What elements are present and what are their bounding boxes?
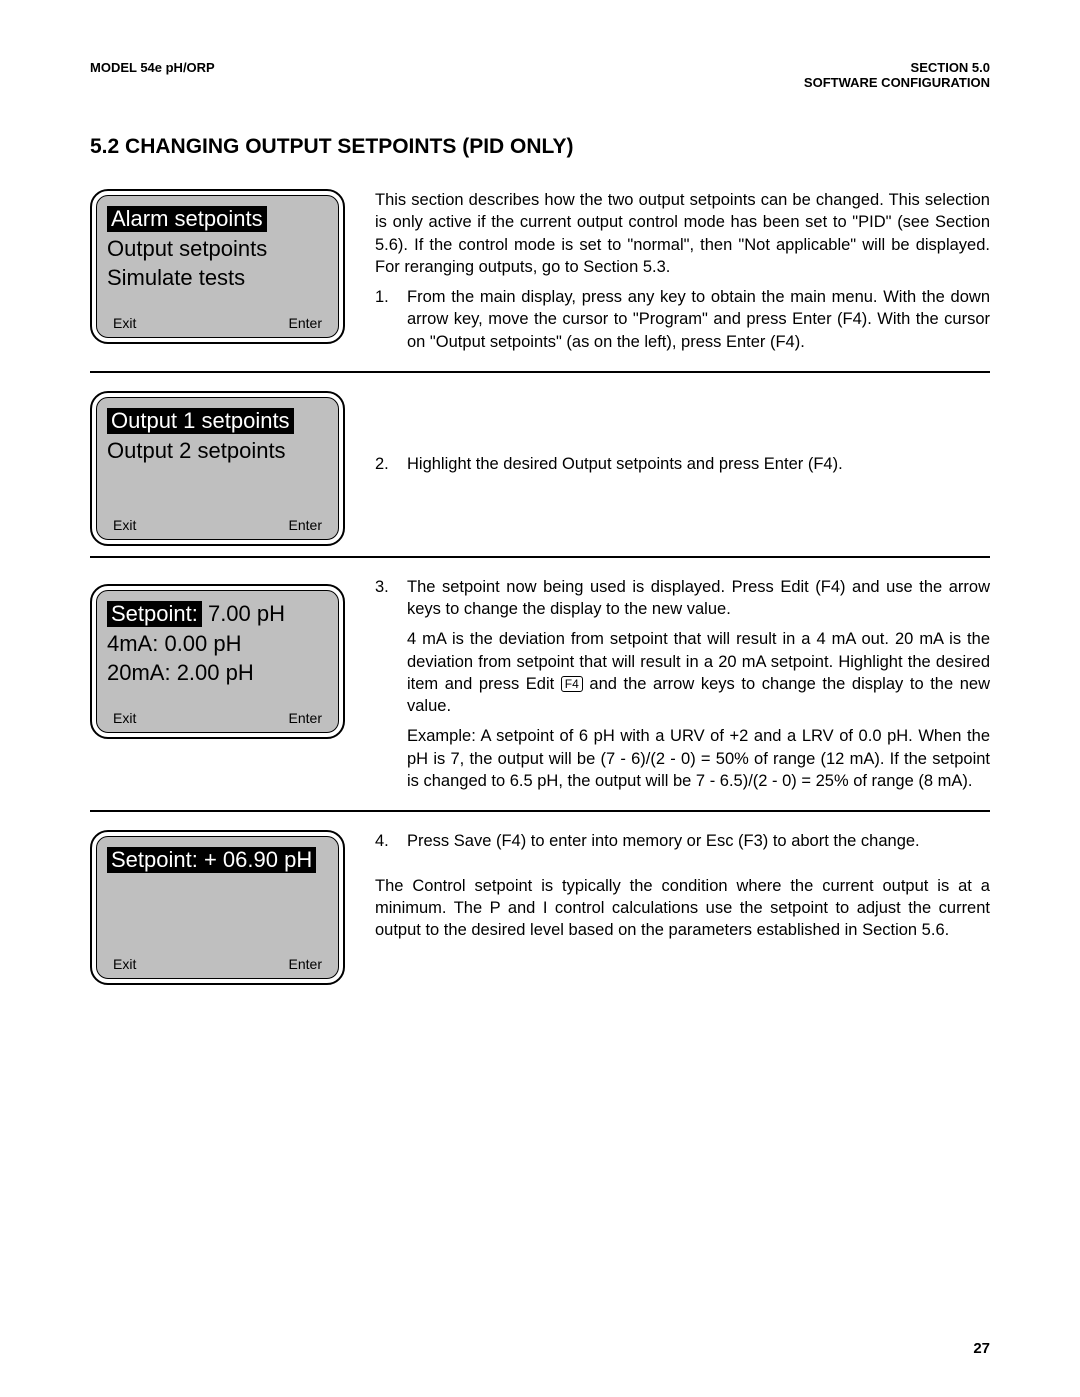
lcd3-line3: 20mA: 2.00 pH <box>107 658 328 688</box>
lcd1-line2: Output setpoints <box>107 234 328 264</box>
lcd1-line3: Simulate tests <box>107 263 328 293</box>
lcd-screen-4: Setpoint: + 06.90 pH Exit Enter <box>90 830 345 985</box>
lcd4-exit: Exit <box>113 956 136 972</box>
lcd3-exit: Exit <box>113 710 136 726</box>
text-block-3: 3. The setpoint now being used is displa… <box>375 576 990 800</box>
lcd-screen-3: Setpoint: 7.00 pH 4mA: 0.00 pH 20mA: 2.0… <box>90 584 345 739</box>
step1-text: From the main display, press any key to … <box>407 286 990 353</box>
lcd3-line2: 4mA: 0.00 pH <box>107 629 328 659</box>
lcd1-enter: Enter <box>289 315 322 331</box>
lcd1-line1: Alarm setpoints <box>107 206 267 232</box>
header-right-line1: SECTION 5.0 <box>804 60 990 75</box>
text-block-4: 4. Press Save (F4) to enter into memory … <box>375 830 990 949</box>
lcd2-line1: Output 1 setpoints <box>107 408 294 434</box>
intro-paragraph: This section describes how the two outpu… <box>375 189 990 278</box>
lcd3-enter: Enter <box>289 710 322 726</box>
divider-3 <box>90 810 990 812</box>
lcd-screen-1: Alarm setpoints Output setpoints Simulat… <box>90 189 345 344</box>
page-header: MODEL 54e pH/ORP SECTION 5.0 SOFTWARE CO… <box>90 60 990 90</box>
step2-text: Highlight the desired Output setpoints a… <box>407 453 990 475</box>
f4-keycap-icon: F4 <box>561 676 583 692</box>
step2-num: 2. <box>375 453 393 475</box>
lcd4-line1: Setpoint: + 06.90 pH <box>107 847 316 873</box>
final-paragraph: The Control setpoint is typically the co… <box>375 875 990 942</box>
lcd2-enter: Enter <box>289 517 322 533</box>
step3-text: The setpoint now being used is displayed… <box>407 576 990 621</box>
step3-para3: Example: A setpoint of 6 pH with a URV o… <box>375 725 990 792</box>
block-1: Alarm setpoints Output setpoints Simulat… <box>90 189 990 361</box>
lcd-screen-2: Output 1 setpoints Output 2 setpoints Ex… <box>90 391 345 546</box>
step1-num: 1. <box>375 286 393 353</box>
block-3: Setpoint: 7.00 pH 4mA: 0.00 pH 20mA: 2.0… <box>90 576 990 800</box>
page-number: 27 <box>973 1340 990 1357</box>
text-block-1: This section describes how the two outpu… <box>375 189 990 361</box>
lcd3-line1-inv: Setpoint: <box>107 601 202 627</box>
divider-2 <box>90 556 990 558</box>
step4-text: Press Save (F4) to enter into memory or … <box>407 830 990 852</box>
block-2: Output 1 setpoints Output 2 setpoints Ex… <box>90 391 990 546</box>
lcd1-exit: Exit <box>113 315 136 331</box>
text-block-2: 2. Highlight the desired Output setpoint… <box>375 453 990 483</box>
section-title: 5.2 CHANGING OUTPUT SETPOINTS (PID ONLY) <box>90 135 990 159</box>
lcd2-exit: Exit <box>113 517 136 533</box>
header-right: SECTION 5.0 SOFTWARE CONFIGURATION <box>804 60 990 90</box>
lcd2-line2: Output 2 setpoints <box>107 436 328 466</box>
header-right-line2: SOFTWARE CONFIGURATION <box>804 75 990 90</box>
header-left: MODEL 54e pH/ORP <box>90 60 215 90</box>
lcd3-line1-rest: 7.00 pH <box>202 601 285 626</box>
divider-1 <box>90 371 990 373</box>
step3-para2: 4 mA is the deviation from setpoint that… <box>375 628 990 717</box>
step4-num: 4. <box>375 830 393 852</box>
step3-num: 3. <box>375 576 393 621</box>
lcd4-enter: Enter <box>289 956 322 972</box>
block-4: Setpoint: + 06.90 pH Exit Enter 4. Press… <box>90 830 990 985</box>
